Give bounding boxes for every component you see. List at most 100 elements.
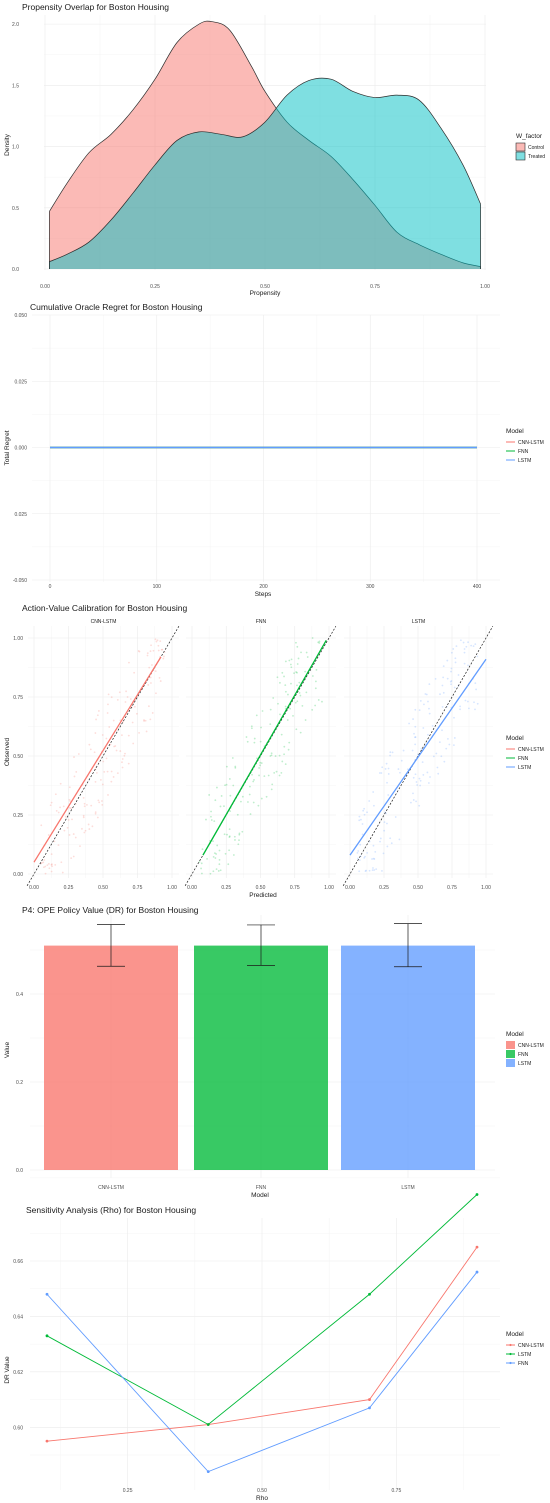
chart3-point-fnn bbox=[214, 857, 217, 859]
chart4-legend-label-fnn: FNN bbox=[518, 1052, 529, 1058]
chart3-point-fnn bbox=[241, 795, 244, 798]
chart3-point-lstm bbox=[422, 774, 425, 776]
chart3-point-cnn-lstm bbox=[160, 648, 163, 651]
chart3-point-lstm bbox=[441, 706, 444, 708]
chart1-legend-title: W_factor bbox=[516, 133, 543, 140]
chart3-point-lstm bbox=[408, 722, 410, 725]
chart3-point-cnn-lstm bbox=[94, 811, 97, 814]
chart3-point-fnn bbox=[305, 691, 308, 694]
chart3-point-lstm bbox=[462, 641, 465, 644]
chart5-point-fnn bbox=[45, 1292, 49, 1296]
chart3-xtick-label: 0.25 bbox=[379, 885, 389, 891]
chart3-ytick-label: 1.00 bbox=[13, 636, 23, 642]
chart3-point-cnn-lstm bbox=[82, 796, 85, 799]
chart3-point-lstm bbox=[372, 844, 375, 847]
chart3-point-fnn bbox=[284, 705, 287, 708]
chart3-point-fnn bbox=[304, 670, 307, 673]
chart3-point-cnn-lstm bbox=[151, 664, 153, 666]
chart3-point-cnn-lstm bbox=[125, 690, 127, 693]
chart3-point-cnn-lstm bbox=[61, 871, 64, 874]
chart3-point-cnn-lstm bbox=[118, 691, 121, 694]
chart3-point-fnn bbox=[223, 805, 225, 808]
chart3-point-lstm bbox=[419, 700, 422, 702]
chart3-point-cnn-lstm bbox=[54, 793, 57, 796]
chart3-point-cnn-lstm bbox=[77, 753, 80, 755]
chart3-point-fnn bbox=[229, 794, 232, 797]
chart3-point-lstm bbox=[384, 768, 387, 770]
chart3-point-fnn bbox=[249, 813, 252, 815]
chart3-xtick-label: 0.50 bbox=[98, 885, 108, 891]
chart3-point-cnn-lstm bbox=[107, 703, 109, 706]
chart3-point-fnn bbox=[269, 708, 272, 711]
chart3-point-fnn bbox=[260, 762, 263, 764]
chart3-point-cnn-lstm bbox=[50, 870, 53, 873]
chart3-point-lstm bbox=[410, 801, 412, 804]
chart3-point-cnn-lstm bbox=[133, 705, 136, 708]
chart3-point-fnn bbox=[278, 774, 281, 777]
chart3-point-fnn bbox=[259, 761, 262, 764]
chart5-legend-title: Model bbox=[506, 1331, 524, 1338]
chart3-point-lstm bbox=[389, 837, 392, 840]
chart3-point-fnn bbox=[317, 699, 320, 701]
chart3-point-lstm bbox=[450, 670, 452, 673]
chart3-point-fnn bbox=[216, 786, 218, 789]
chart3-point-cnn-lstm bbox=[121, 758, 124, 760]
chart3-point-lstm bbox=[463, 662, 466, 665]
chart3-point-cnn-lstm bbox=[145, 730, 148, 733]
chart3-point-cnn-lstm bbox=[121, 734, 123, 737]
chart3-point-fnn bbox=[278, 754, 281, 757]
chart3-ylabel: Observed bbox=[4, 738, 11, 767]
chart5-legend-label-fnn: FNN bbox=[518, 1361, 529, 1367]
chart5-point-lstm bbox=[206, 1423, 210, 1426]
chart3-point-fnn bbox=[259, 764, 261, 767]
chart3-point-fnn bbox=[212, 855, 215, 858]
chart3-point-fnn bbox=[201, 872, 203, 875]
chart3-ytick-label: 0.75 bbox=[13, 695, 23, 701]
chart3-point-fnn bbox=[236, 813, 239, 816]
chart3-point-cnn-lstm bbox=[82, 816, 85, 819]
chart3-point-cnn-lstm bbox=[159, 640, 162, 643]
chart3-point-lstm bbox=[357, 850, 360, 852]
chart1-ylabel: Density bbox=[4, 133, 11, 155]
chart1-legend-label-treated: Treated bbox=[528, 154, 545, 160]
chart5-point-cnn-lstm bbox=[368, 1398, 371, 1401]
chart3-point-fnn bbox=[304, 719, 307, 721]
chart1-xlabel: Propensity bbox=[250, 290, 281, 297]
chart3-xtick-label: 0.25 bbox=[64, 885, 74, 891]
chart3-point-lstm bbox=[445, 747, 448, 750]
chart3-point-fnn bbox=[253, 737, 256, 740]
chart3-point-lstm bbox=[428, 712, 431, 715]
chart3-point-lstm bbox=[467, 641, 469, 644]
chart3-point-fnn bbox=[300, 651, 302, 654]
chart3-point-cnn-lstm bbox=[46, 864, 49, 867]
chart3-point-lstm bbox=[381, 766, 384, 769]
chart3-point-fnn bbox=[298, 692, 301, 694]
chart3-point-lstm bbox=[474, 682, 477, 685]
chart2-xtick-label: 400 bbox=[473, 584, 482, 590]
chart3-point-cnn-lstm bbox=[49, 804, 52, 807]
chart3-point-fnn bbox=[225, 783, 228, 786]
chart3-point-fnn bbox=[314, 687, 317, 690]
chart3-point-cnn-lstm bbox=[50, 801, 53, 804]
chart3-point-cnn-lstm bbox=[138, 650, 141, 653]
chart3-point-fnn bbox=[290, 658, 293, 661]
chart3-point-fnn bbox=[296, 671, 298, 674]
chart2-legend-label-lstm: LSTM bbox=[518, 458, 531, 464]
chart3-point-lstm bbox=[454, 661, 457, 664]
chart3-point-fnn bbox=[205, 818, 207, 821]
chart5-point-cnn-lstm bbox=[475, 1245, 479, 1249]
chart3-point-cnn-lstm bbox=[98, 801, 101, 804]
chart3-point-lstm bbox=[467, 700, 469, 703]
chart3-point-lstm bbox=[362, 809, 365, 812]
chart3-point-lstm bbox=[371, 858, 373, 860]
chart3-point-lstm bbox=[358, 815, 361, 818]
chart3-point-cnn-lstm bbox=[93, 751, 96, 754]
chart3-point-fnn bbox=[293, 672, 295, 675]
chart3-point-cnn-lstm bbox=[163, 655, 165, 658]
chart3-point-lstm bbox=[425, 693, 428, 696]
chart3-point-lstm bbox=[406, 768, 409, 771]
chart3-point-cnn-lstm bbox=[62, 805, 65, 808]
chart1-density-area-treated bbox=[49, 78, 481, 269]
chart3-point-fnn bbox=[301, 705, 304, 707]
chart3-point-lstm bbox=[413, 732, 415, 735]
